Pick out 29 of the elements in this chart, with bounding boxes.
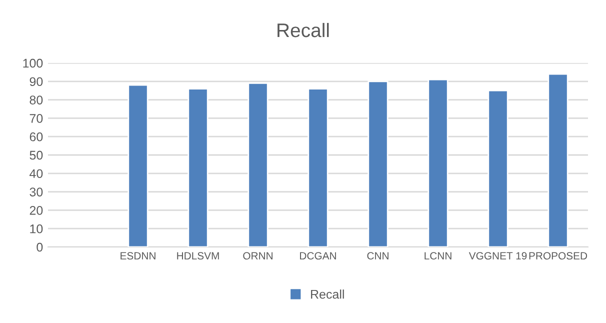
x-tick-label: DCGAN bbox=[300, 252, 336, 260]
y-tick-label: 60 bbox=[30, 132, 43, 142]
bar bbox=[308, 88, 328, 247]
x-tick-label: LCNN bbox=[424, 252, 452, 260]
x-tick-label: PROPOSED bbox=[529, 252, 588, 260]
y-tick-label: 70 bbox=[30, 114, 43, 123]
y-tick-label: 0 bbox=[36, 242, 43, 252]
chart-title: Recall bbox=[278, 22, 329, 38]
bar bbox=[368, 80, 388, 247]
bar bbox=[428, 78, 448, 247]
y-tick-label: 100 bbox=[23, 58, 43, 68]
y-tick-label: 80 bbox=[30, 96, 43, 104]
legend-label: Recall bbox=[311, 290, 344, 299]
bar bbox=[548, 73, 568, 247]
x-tick-label: HDLSVM bbox=[177, 252, 219, 260]
bar bbox=[188, 88, 208, 247]
x-tick-label: ESDNN bbox=[120, 252, 156, 260]
y-tick-label: 20 bbox=[30, 206, 43, 215]
y-tick-label: 30 bbox=[30, 188, 43, 196]
bar bbox=[248, 82, 268, 247]
y-tick-label: 90 bbox=[30, 77, 43, 86]
y-tick-label: 50 bbox=[30, 150, 43, 160]
x-tick-label: ORNN bbox=[243, 252, 272, 260]
x-tick-label: VGGNET 19 bbox=[468, 252, 527, 260]
y-tick-label: 10 bbox=[30, 224, 43, 234]
y-tick-label: 40 bbox=[30, 169, 43, 178]
bar bbox=[488, 90, 508, 247]
bar bbox=[128, 84, 148, 247]
x-tick-label: CNN bbox=[367, 252, 388, 260]
